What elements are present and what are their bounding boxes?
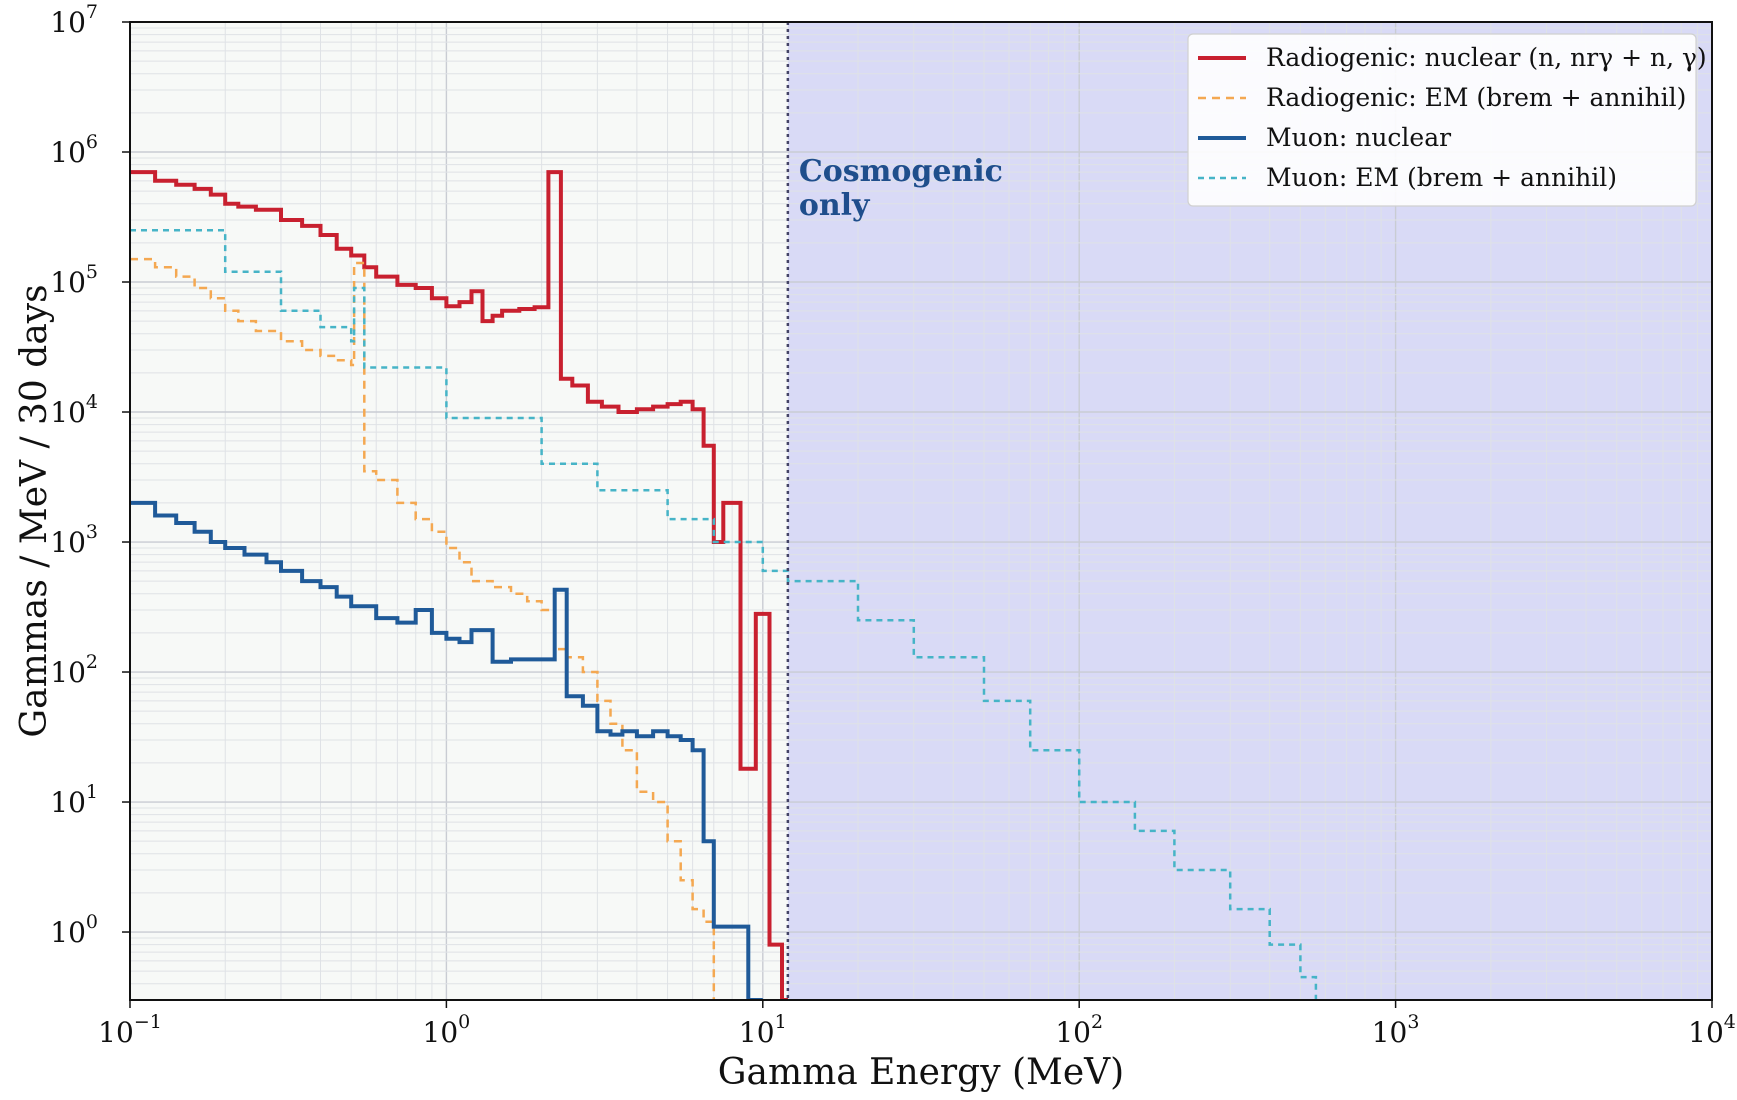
y-tick-base: 10 <box>50 526 86 559</box>
x-tick-label: 104 <box>1688 1011 1736 1049</box>
x-tick-label: 10−1 <box>98 1011 162 1049</box>
x-tick-base: 10 <box>423 1016 459 1049</box>
legend-label: Radiogenic: EM (brem + annihil) <box>1266 83 1686 112</box>
x-tick-exp: 4 <box>1724 1011 1736 1033</box>
x-tick-label: 103 <box>1372 1011 1420 1049</box>
y-tick-exp: 6 <box>86 131 98 153</box>
x-tick-base: 10 <box>1372 1016 1408 1049</box>
y-tick-exp: 1 <box>86 781 98 803</box>
series-layer <box>130 170 1318 1000</box>
y-tick-label: 105 <box>50 261 98 299</box>
y-tick-exp: 4 <box>86 391 98 413</box>
y-tick-label: 100 <box>50 911 98 949</box>
plot-frame <box>129 21 1713 1001</box>
y-tick-exp: 5 <box>86 261 98 283</box>
x-axis-label: Gamma Energy (MeV) <box>718 1052 1124 1093</box>
y-tick-base: 10 <box>50 136 86 169</box>
series-line-radiogenic-nuclear <box>130 170 788 1000</box>
y-tick-label: 103 <box>50 521 98 559</box>
y-tick-base: 10 <box>50 396 86 429</box>
y-tick-label: 101 <box>50 781 98 819</box>
series-line-muon-em <box>130 229 1318 1000</box>
legend-label: Radiogenic: nuclear (n, nrγ + n, γ) <box>1266 43 1707 72</box>
y-axis-label: Gammas / MeV / 30 days <box>14 284 55 737</box>
annotation: Cosmogenic only <box>799 154 1003 223</box>
legend-box <box>1187 33 1697 207</box>
x-tick-exp: 0 <box>458 1011 470 1033</box>
y-tick-label: 107 <box>50 1 98 39</box>
legend-label: Muon: EM (brem + annihil) <box>1266 163 1617 192</box>
y-tick-label: 104 <box>50 391 98 429</box>
y-tick-label: 106 <box>50 131 98 169</box>
grid-layer <box>129 22 1712 1001</box>
y-tick-exp: 7 <box>86 1 98 23</box>
y-tick-base: 10 <box>50 786 86 819</box>
x-tick-label: 102 <box>1055 1011 1103 1049</box>
y-tick-exp: 2 <box>86 651 98 673</box>
x-tick-base: 10 <box>1055 1016 1091 1049</box>
y-tick-exp: 0 <box>86 911 98 933</box>
legend-label: Muon: nuclear <box>1266 123 1451 152</box>
annotation-line2: only <box>799 188 871 223</box>
annotation-line1: Cosmogenic <box>799 154 1003 189</box>
x-tick-exp: 1 <box>775 1011 787 1033</box>
series-line-muon-nuclear <box>130 500 763 1000</box>
series-line-radiogenic-em <box>130 257 716 1000</box>
x-tick-label: 100 <box>423 1011 471 1049</box>
x-tick-exp: −1 <box>134 1011 162 1033</box>
y-tick-base: 10 <box>50 656 86 689</box>
tick-layer: 10−1 100 101 102 103 104100101102103104105106… <box>50 1 1736 1049</box>
x-tick-base: 10 <box>739 1016 775 1049</box>
y-tick-exp: 3 <box>86 521 98 543</box>
y-tick-base: 10 <box>50 266 86 299</box>
x-tick-label: 101 <box>739 1011 787 1049</box>
y-tick-base: 10 <box>50 916 86 949</box>
x-tick-exp: 3 <box>1407 1011 1419 1033</box>
legend: Radiogenic: nuclear (n, nrγ + n, γ) Radio… <box>1187 33 1707 207</box>
y-tick-base: 10 <box>50 6 86 39</box>
x-tick-base: 10 <box>1688 1016 1724 1049</box>
y-tick-label: 102 <box>50 651 98 689</box>
x-tick-base: 10 <box>98 1016 134 1049</box>
x-tick-exp: 2 <box>1091 1011 1103 1033</box>
